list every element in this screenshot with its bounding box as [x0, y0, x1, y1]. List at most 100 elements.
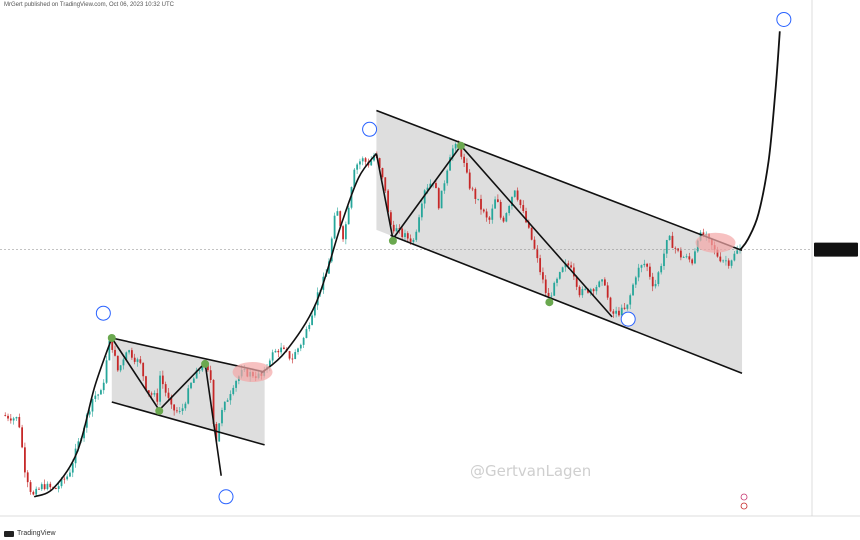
channel-1-lower-line — [111, 401, 265, 446]
candle-body — [505, 213, 508, 222]
candle — [49, 481, 52, 492]
candle-body — [488, 217, 491, 220]
candle-body — [573, 267, 575, 277]
candle-body — [494, 199, 496, 209]
candle-body — [100, 390, 102, 395]
pivot-marker — [201, 359, 210, 368]
candle-body — [164, 384, 167, 393]
candle — [381, 167, 384, 180]
candle-body — [643, 263, 646, 266]
candle-body — [725, 260, 727, 262]
candle — [677, 248, 679, 253]
candle-body — [516, 190, 519, 200]
candle-body — [26, 472, 29, 483]
candle — [491, 204, 494, 224]
candle — [274, 348, 277, 353]
candle — [404, 229, 406, 242]
candle-body — [347, 207, 350, 225]
candle-body — [83, 427, 85, 439]
candle — [283, 345, 285, 350]
candle-body — [584, 288, 587, 290]
candle — [192, 376, 195, 383]
candle — [161, 370, 164, 389]
candle-body — [649, 266, 651, 277]
candle — [420, 198, 423, 221]
candle — [513, 190, 516, 198]
candle-body — [589, 289, 592, 293]
candle-body — [592, 289, 595, 292]
candle — [4, 412, 7, 417]
candle-body — [547, 292, 550, 297]
candle-body — [657, 272, 660, 285]
candle-body — [170, 397, 173, 405]
wave-label-1 — [95, 305, 111, 321]
candle-body — [454, 143, 457, 149]
tradingview-logo[interactable]: TradingView — [4, 530, 56, 537]
candle — [719, 252, 722, 263]
candle-body — [344, 224, 347, 240]
candle — [392, 220, 395, 234]
candle — [190, 382, 192, 390]
candle — [440, 190, 443, 209]
candle — [527, 219, 530, 229]
candle-body — [43, 484, 46, 490]
candle — [466, 158, 468, 174]
candle-body — [178, 411, 181, 412]
candle — [139, 356, 142, 365]
candle — [299, 343, 302, 352]
candle — [302, 336, 305, 348]
candle — [305, 326, 308, 339]
candle-body — [665, 240, 668, 254]
candle-body — [466, 162, 468, 173]
candle-body — [578, 286, 581, 296]
candle-body — [527, 222, 530, 228]
candle — [671, 231, 674, 249]
candle — [725, 255, 727, 266]
candle — [15, 416, 18, 421]
candle — [516, 187, 519, 202]
candle — [488, 215, 491, 225]
candle-body — [108, 340, 111, 361]
candle-body — [620, 307, 623, 316]
candle-body — [299, 344, 302, 349]
candle-body — [373, 155, 375, 161]
candle-body — [305, 329, 308, 338]
candle — [564, 259, 567, 272]
candle-body — [66, 476, 69, 480]
candle-body — [392, 224, 395, 232]
candle — [654, 279, 657, 289]
candle — [494, 196, 496, 209]
candle — [18, 413, 21, 429]
candle-body — [49, 483, 52, 488]
candle — [474, 187, 477, 204]
candle — [330, 236, 333, 263]
candle — [415, 229, 418, 242]
event-flag-icon — [740, 502, 748, 510]
candle — [167, 388, 170, 401]
candle — [128, 349, 130, 355]
candle-body — [139, 359, 142, 363]
candle — [156, 388, 159, 406]
candle-body — [274, 350, 277, 353]
candle-body — [618, 310, 620, 316]
candle — [612, 309, 615, 318]
candle — [288, 350, 291, 361]
candle — [629, 293, 632, 310]
candle-body — [77, 441, 80, 449]
candle — [35, 486, 38, 496]
candle-body — [530, 227, 533, 240]
candle — [66, 474, 69, 481]
candle — [542, 267, 544, 284]
candle-body — [102, 382, 105, 391]
candle-body — [682, 257, 685, 258]
candle-body — [333, 215, 336, 239]
candle — [406, 231, 409, 243]
candle-body — [91, 398, 94, 412]
wave-label-3 — [362, 121, 378, 137]
candle — [178, 407, 181, 414]
candle-body — [57, 486, 60, 489]
candle-body — [161, 375, 164, 385]
candle — [336, 207, 339, 216]
candle-body — [308, 324, 311, 330]
